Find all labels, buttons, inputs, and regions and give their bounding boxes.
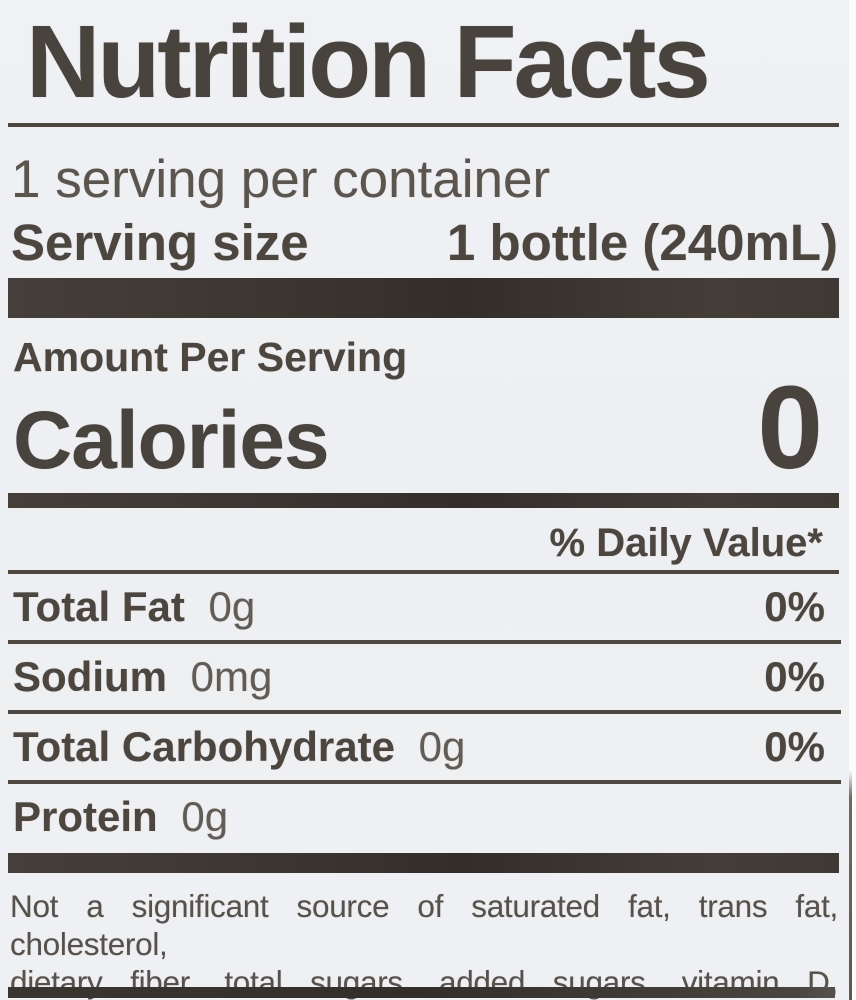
nutrient-name: Total Carbohydrate [13,723,395,771]
label-title: Nutrition Facts [26,4,711,119]
serving-size-divider-bar [8,278,839,319]
nutrient-daily-value: 0% [764,653,825,701]
footnote-line: Not a significant source of saturated fa… [10,888,838,963]
nutrient-amount: 0mg [179,653,273,701]
calories-row: Calories 0 [13,362,823,495]
nutrient-name-amount: Total Carbohydrate 0g [13,723,465,771]
title-divider [8,123,839,127]
nutrient-name: Protein [13,793,158,841]
label-edge-line [849,770,852,1000]
nutrient-row-protein: Protein 0g [8,784,841,853]
nutrient-amount: 0g [196,583,256,631]
calories-label: Calories [13,395,330,487]
serving-size-label: Serving size [11,214,309,272]
amount-per-serving-label: Amount Per Serving [13,334,408,381]
serving-size-value: 1 bottle (240mL) [446,214,838,272]
nutrient-row-total-fat: Total Fat 0g 0% [8,574,841,645]
serving-size-row: Serving size 1 bottle (240mL) [11,215,838,271]
nutrient-daily-value: 0% [764,583,825,631]
bottom-edge-bar [8,987,835,998]
photo-right-edge [849,0,856,1000]
nutrient-row-total-carbohydrate: Total Carbohydrate 0g 0% [8,714,841,785]
daily-value-divider [8,570,839,575]
calories-value: 0 [757,362,823,495]
nutrient-name-amount: Total Fat 0g [13,583,255,631]
nutrient-name: Total Fat [13,583,185,631]
nutrient-name-amount: Protein 0g [13,793,228,841]
daily-value-header: % Daily Value* [549,521,823,566]
footnote: Not a significant source of saturated fa… [10,887,838,1000]
servings-per-container: 1 serving per container [11,150,551,209]
nutrient-amount: 0g [406,723,466,771]
footnote-divider-bar [8,853,839,874]
nutrient-name: Sodium [13,653,167,701]
calories-divider-bar [8,493,839,509]
nutrient-amount: 0g [169,793,229,841]
nutrient-name-amount: Sodium 0mg [13,653,272,701]
nutrient-row-sodium: Sodium 0mg 0% [8,644,841,715]
nutrient-rows: Total Fat 0g 0% Sodium 0mg 0% Total Carb… [8,574,841,853]
nutrient-daily-value: 0% [764,723,825,771]
